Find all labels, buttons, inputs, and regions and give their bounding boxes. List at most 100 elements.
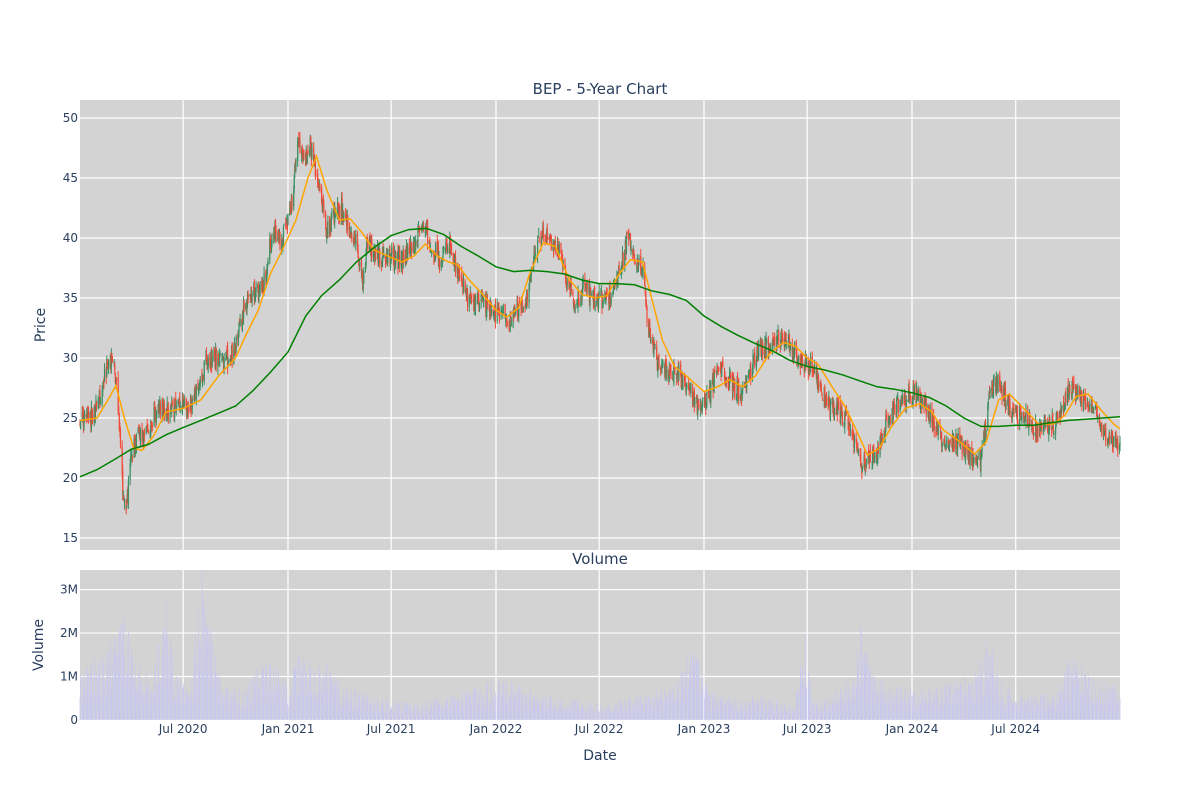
- volume-bar: [1067, 663, 1068, 720]
- price-candle-body: [173, 409, 176, 419]
- price-candle-body: [522, 309, 524, 312]
- volume-bar: [780, 703, 782, 720]
- volume-bar: [981, 660, 983, 720]
- price-candle-body: [629, 233, 632, 250]
- volume-bar: [194, 650, 195, 720]
- volume-bar: [983, 695, 985, 720]
- volume-bar: [936, 687, 938, 720]
- price-candle-body: [956, 440, 959, 451]
- volume-bar: [1088, 677, 1090, 720]
- volume-bar: [145, 675, 147, 720]
- price-candle-body: [429, 238, 431, 250]
- price-candle-body: [889, 418, 891, 421]
- price-candle-body: [885, 414, 887, 419]
- volume-bar: [870, 672, 871, 720]
- volume-bar: [510, 694, 512, 720]
- volume-bar: [705, 684, 707, 720]
- volume-bar: [614, 702, 616, 720]
- volume-bar: [911, 695, 913, 720]
- price-candle-body: [129, 464, 131, 480]
- price-candle-body: [302, 157, 304, 162]
- price-candle-body: [1117, 441, 1119, 451]
- price-candle-body: [123, 500, 126, 503]
- volume-bar: [88, 673, 89, 720]
- volume-bar: [650, 706, 651, 720]
- volume-bar: [183, 683, 185, 720]
- volume-bar: [94, 657, 96, 720]
- price-candle-body: [293, 176, 295, 189]
- volume-bar: [584, 713, 586, 720]
- volume-bar: [345, 692, 346, 720]
- price-candle-body: [625, 234, 628, 252]
- volume-bar: [534, 695, 536, 720]
- volume-bar: [377, 711, 379, 720]
- volume-bar: [862, 656, 863, 720]
- volume-bar: [430, 703, 432, 720]
- price-candle-body: [661, 363, 663, 370]
- price-candle-body: [1112, 447, 1114, 449]
- price-candle-body: [279, 232, 281, 249]
- volume-bar: [370, 704, 372, 720]
- volume-y-tick-label: 2M: [60, 626, 78, 640]
- volume-bar: [964, 676, 965, 720]
- price-candle-body: [678, 366, 680, 380]
- price-candle-body: [658, 354, 660, 367]
- volume-bar: [163, 630, 165, 720]
- volume-bar: [624, 702, 626, 720]
- volume-bar: [325, 666, 327, 720]
- volume-bar: [854, 701, 855, 720]
- volume-bar: [991, 649, 993, 720]
- volume-bar: [446, 700, 448, 720]
- volume-bar: [1063, 684, 1065, 720]
- volume-bar: [474, 689, 476, 720]
- volume-bar: [773, 713, 775, 720]
- volume-bar: [96, 674, 97, 720]
- price-candle-body: [582, 280, 584, 284]
- volume-bar: [467, 691, 468, 720]
- volume-bar: [201, 570, 203, 720]
- price-candle-body: [992, 396, 994, 398]
- price-candle-body: [884, 433, 886, 438]
- volume-bar: [1015, 702, 1017, 720]
- volume-bar: [454, 696, 455, 720]
- volume-bar: [823, 705, 825, 720]
- volume-bar: [686, 653, 688, 720]
- volume-bar: [837, 703, 839, 720]
- volume-bar: [361, 697, 363, 720]
- volume-bar: [501, 693, 503, 720]
- volume-bar: [167, 655, 169, 720]
- price-candle-body: [666, 370, 668, 379]
- volume-bar: [210, 627, 211, 720]
- price-candle-body: [476, 296, 478, 299]
- volume-bar: [880, 701, 882, 720]
- price-candle-body: [991, 383, 993, 396]
- volume-bar: [1001, 701, 1003, 720]
- volume-bar: [941, 685, 943, 720]
- volume-bar: [1045, 708, 1047, 720]
- volume-bar: [546, 710, 548, 720]
- price-candle-body: [537, 239, 539, 257]
- volume-bar: [214, 654, 216, 720]
- price-candle-body: [732, 380, 734, 392]
- volume-bar: [872, 702, 874, 720]
- volume-bar: [309, 659, 311, 720]
- price-candle-body: [217, 356, 219, 368]
- volume-bar: [991, 656, 993, 720]
- price-candle-body: [458, 268, 461, 275]
- price-candle-body: [235, 336, 237, 353]
- price-candle-body: [255, 287, 257, 292]
- price-candle-body: [911, 402, 914, 406]
- price-candle-body: [118, 409, 120, 412]
- price-candle-body: [957, 433, 959, 441]
- volume-bar: [877, 691, 879, 720]
- volume-bar: [740, 701, 742, 720]
- price-candle-body: [855, 438, 857, 440]
- price-candle-body: [609, 286, 611, 303]
- price-candle-body: [496, 305, 498, 322]
- price-candle-body: [162, 398, 164, 413]
- volume-bar: [745, 701, 747, 720]
- ma-slow-line: [79, 227, 1121, 478]
- volume-bar: [597, 710, 599, 720]
- price-candle-body: [206, 356, 208, 367]
- price-candle-body: [680, 364, 682, 375]
